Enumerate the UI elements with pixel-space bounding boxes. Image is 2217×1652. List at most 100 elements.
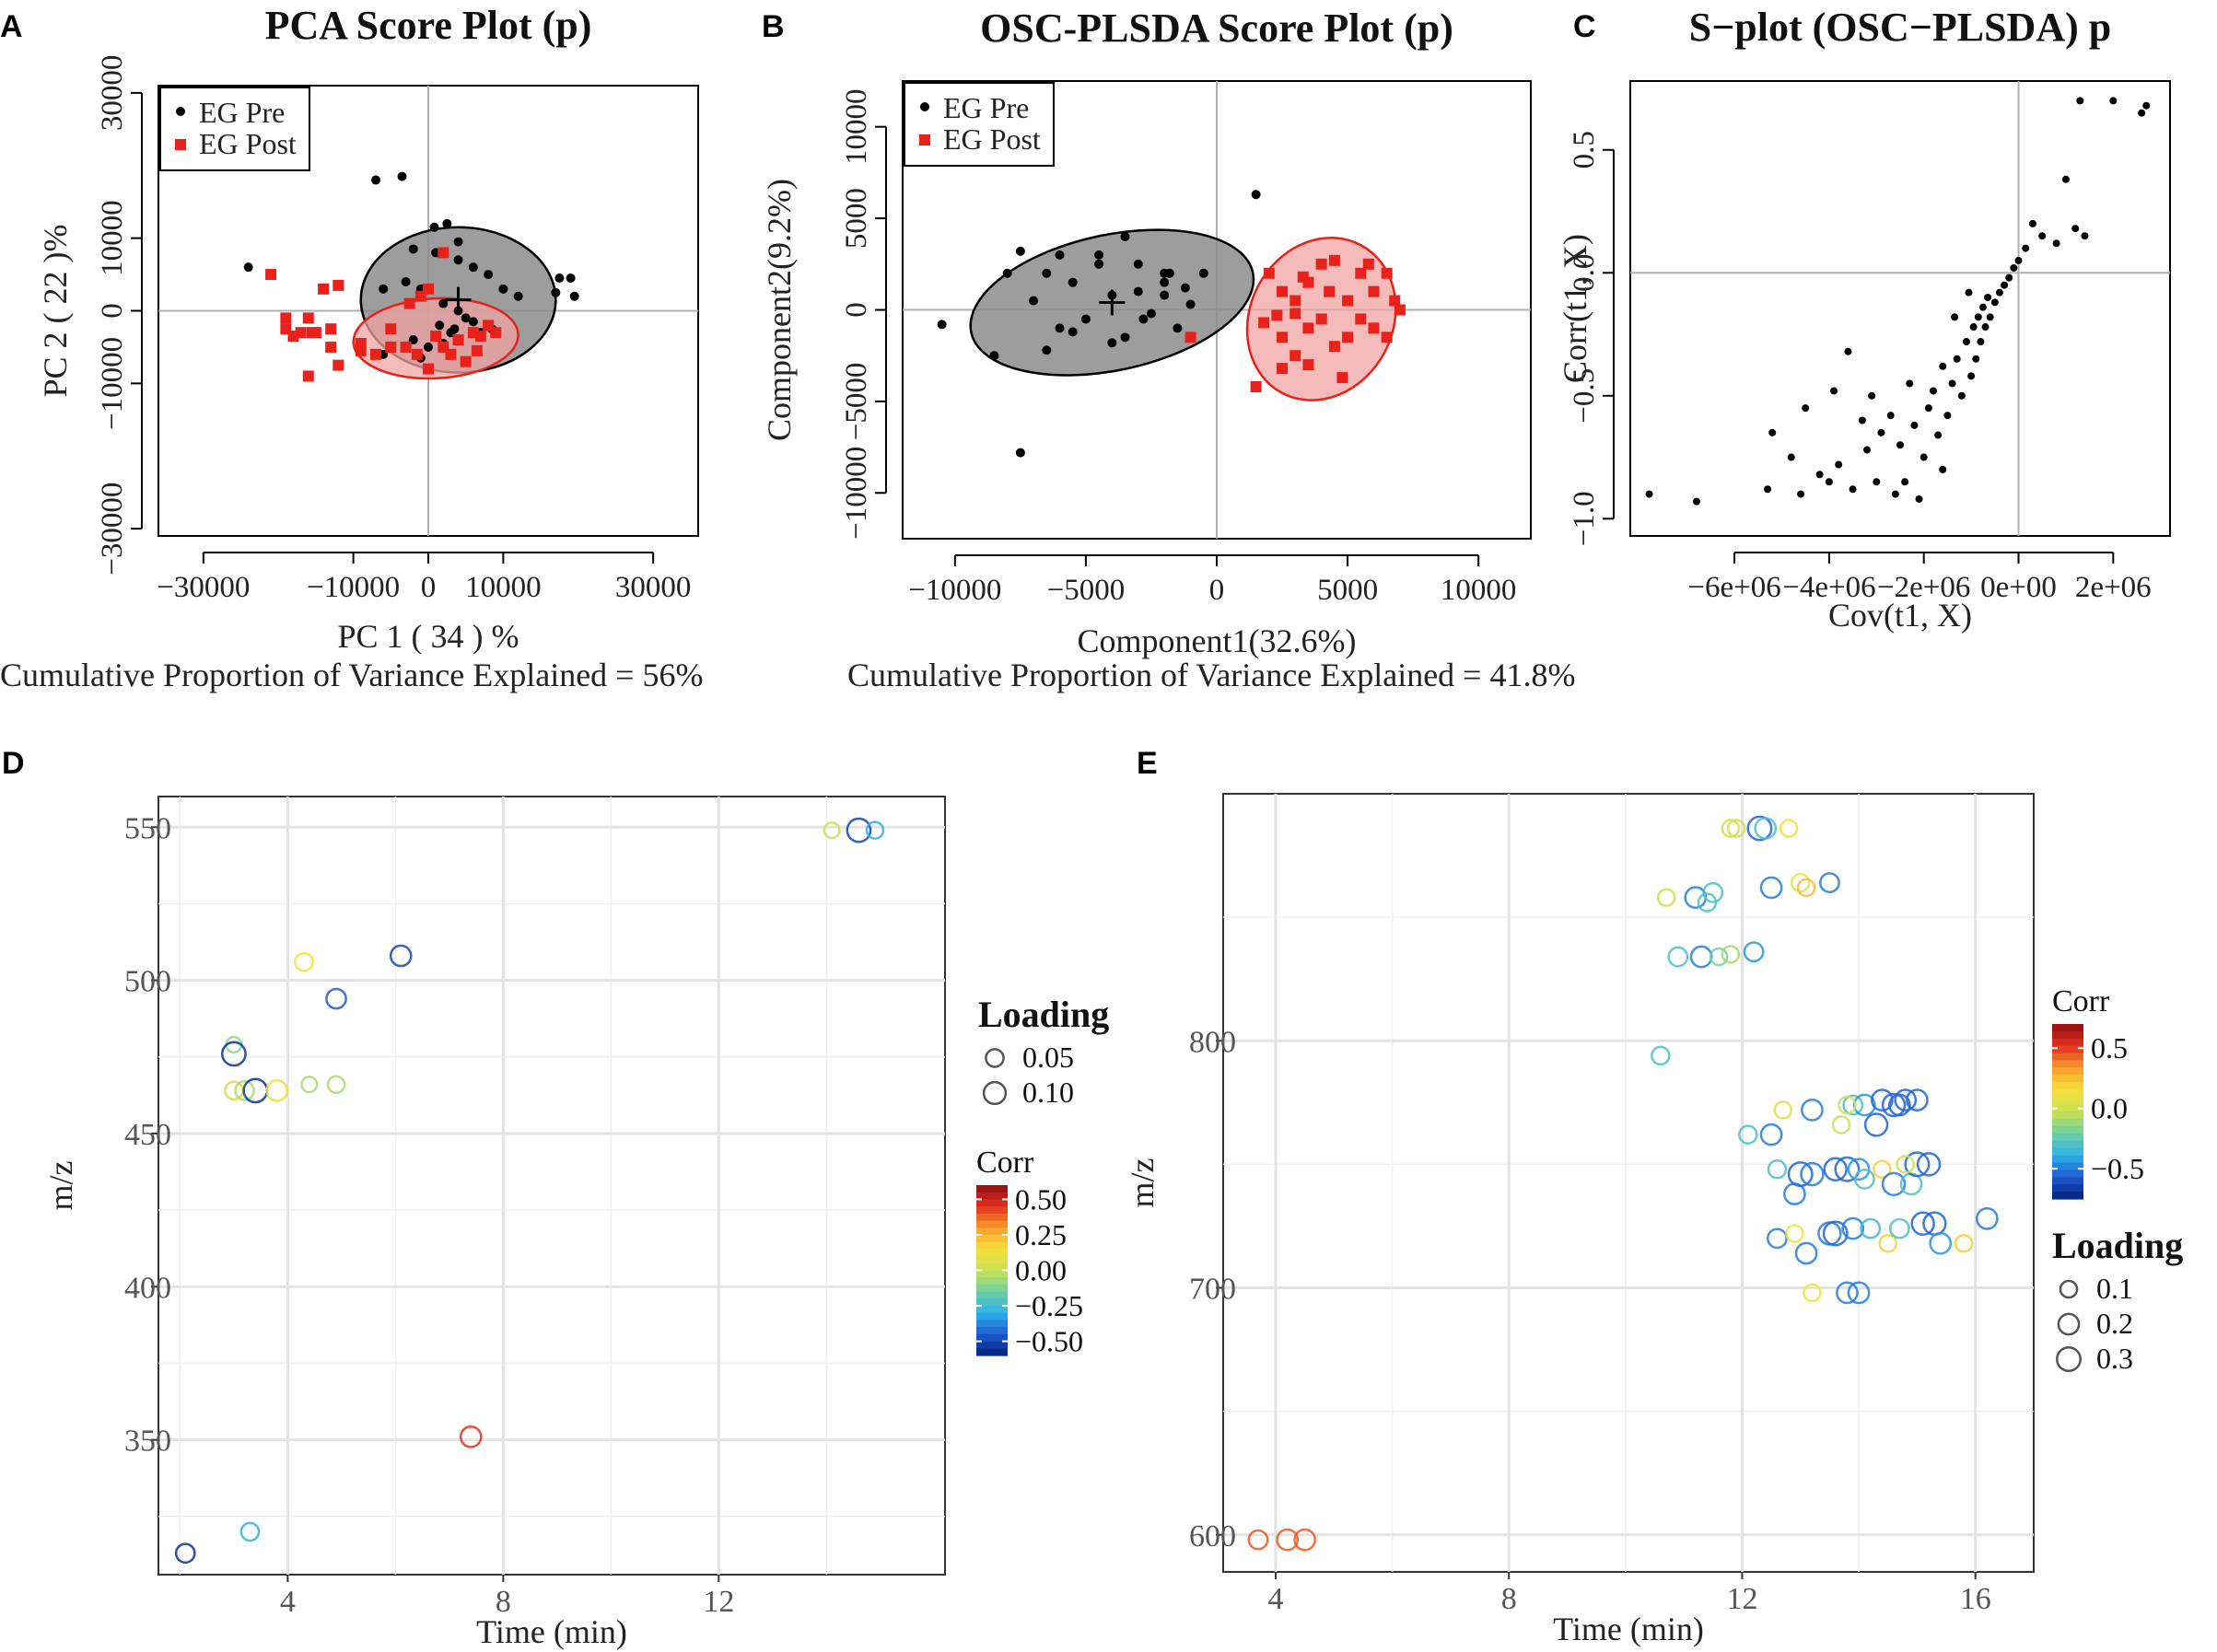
variable-point [1972,355,1980,363]
plot-panel [1222,793,2035,1573]
variable-point [1692,497,1700,506]
variable-point [2138,109,2146,117]
feature-bubble [1754,817,1778,840]
variable-point [1910,421,1919,429]
feature-bubble [1709,947,1729,967]
legend-pre-marker [176,107,185,116]
corr-colorbar-segment [2052,1118,2083,1127]
corr-legend-label: −0.5 [2091,1152,2144,1185]
variable-point [2142,101,2151,110]
variable-point [1995,288,2003,297]
variable-point [1896,441,1904,449]
feature-bubble [1836,1281,1859,1305]
pre-score-point [1180,283,1190,293]
variable-point [2014,256,2023,264]
post-score-point [411,348,423,360]
feature-bubble [1247,1529,1269,1551]
panel-letter-d: D [2,746,25,781]
loading-legend-title: Loading [2052,1225,2183,1266]
x-tick-label: 30000 [615,571,692,604]
feature-bubble [1759,1123,1783,1146]
feature-bubble [1738,1124,1758,1145]
variable-point [1929,387,1937,395]
panel-letter-e: E [1137,746,1158,781]
pre-score-point [1173,323,1183,333]
corr-colorbar-segment [976,1298,1008,1307]
variable-point [1873,478,1881,486]
feature-bubble [1800,1161,1825,1187]
corr-colorbar-segment [2052,1089,2083,1098]
x-tick-label: 12 [703,1585,734,1619]
feature-bubble [1759,876,1783,900]
feature-bubble [1787,1161,1814,1188]
variable-point [1939,362,1947,370]
y-tick-label: 10000 [840,88,873,165]
feature-bubble [1743,941,1765,963]
feature-bubble [1823,1157,1848,1181]
variable-point [1802,404,1810,413]
feature-bubble [300,1076,319,1094]
post-score-point [1355,267,1367,279]
corr-colorbar-segment [2052,1133,2083,1142]
feature-bubble [1853,1169,1875,1190]
loading-legend-label: 0.05 [1022,1041,1074,1074]
variance-explained-caption: Cumulative Proportion of Variance Explai… [0,657,703,693]
pre-score-point [1042,345,1052,355]
post-score-point [306,327,318,339]
corr-colorbar-segment [2052,1053,2083,1062]
variable-point [2071,225,2080,233]
feature-bubble [1888,1093,1911,1117]
corr-colorbar-segment [976,1306,1008,1314]
feature-bubble [1767,1158,1788,1180]
pre-score-point [1120,332,1130,343]
post-score-point [423,283,434,295]
x-axis-label: Cov(t1, X) [1828,597,1972,634]
variable-point [1858,416,1866,425]
variance-explained-caption: Cumulative Proportion of Variance Explai… [847,657,1575,693]
feature-bubble [1767,1227,1788,1250]
variable-point [1977,338,1985,346]
pre-score-point [498,284,508,294]
post-score-point [1368,285,1380,297]
pre-score-point [1133,286,1143,297]
variable-point [2038,232,2047,240]
feature-bubble [1834,1156,1861,1182]
pre-score-point [1198,268,1208,278]
corr-legend-label: 0.00 [1015,1254,1067,1287]
variable-point [1924,404,1932,413]
x-tick-label: 4 [280,1585,296,1619]
legend-post-label: EG Post [199,127,297,160]
variable-point [1886,412,1895,420]
feature-bubble [1878,1233,1898,1253]
corr-colorbar-segment [976,1262,1008,1272]
corr-legend-title: Corr [976,1146,1034,1180]
pre-score-point [1055,323,1065,333]
post-score-point [1394,304,1406,316]
pre-score-point [1042,268,1052,278]
corr-colorbar-segment [2052,1104,2083,1112]
variable-point [1969,323,1978,332]
corr-colorbar-segment [976,1291,1008,1299]
variable-point [1797,490,1805,498]
corr-legend-label: 0.50 [1015,1182,1067,1216]
pre-score-point [1146,308,1156,319]
x-tick-label: −30000 [157,571,250,604]
feature-bubble [1667,946,1689,968]
x-axis-label: Time (min) [476,1613,627,1650]
corr-colorbar-segment [2052,1162,2083,1170]
pre-score-point [1107,338,1117,348]
pre-score-point [1015,246,1025,256]
y-tick-label: 0 [96,303,129,319]
corr-colorbar-segment [976,1249,1008,1257]
x-tick-label: −2e+06 [1877,571,1970,604]
pre-score-point [1015,448,1025,458]
panel-letter-b: B [762,9,785,44]
feature-bubble [1863,1112,1889,1137]
legend-post-marker [919,134,930,145]
feature-bubble [1796,878,1816,898]
corr-colorbar-segment [976,1277,1008,1286]
post-score-point [1277,363,1289,375]
feature-bubble [1822,1220,1849,1247]
